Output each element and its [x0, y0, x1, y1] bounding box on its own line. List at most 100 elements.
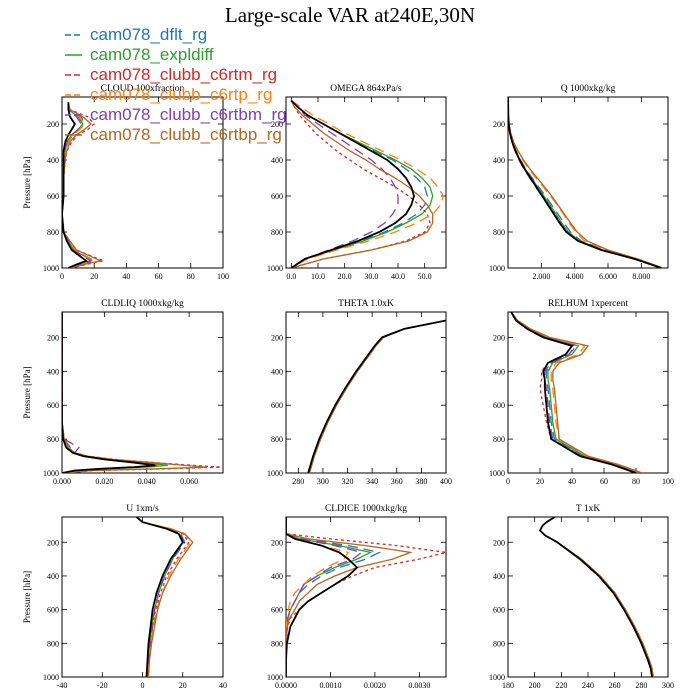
- y-tick-label: 1000: [489, 469, 505, 478]
- series-group: [286, 517, 446, 677]
- x-tick-label: 80: [632, 477, 640, 486]
- x-tick-label: 240: [582, 681, 594, 690]
- panel-title: THETA 1.0xK: [338, 299, 394, 309]
- x-tick-label: 0.0: [286, 272, 296, 281]
- control-line: [62, 312, 156, 473]
- x-tick-label: 100: [217, 272, 229, 281]
- y-axis-label: Pressure [hPa]: [22, 366, 32, 418]
- x-tick-label: 20: [536, 477, 544, 486]
- y-axis-label: Pressure [hPa]: [22, 156, 32, 208]
- series-line-4: [62, 102, 94, 268]
- x-tick-label: 0.0030: [408, 681, 430, 690]
- x-tick-label: 0.020: [95, 477, 113, 486]
- control-line: [290, 99, 415, 268]
- series-line-5: [62, 312, 160, 473]
- panel-5: THETA 1.0xK 200 400 600 800 1000 280 300 320 340 3…: [267, 299, 452, 486]
- plot-frame: [507, 96, 669, 269]
- y-tick-label: 600: [493, 401, 505, 410]
- y-axis-label: Pressure [hPa]: [22, 571, 32, 623]
- y-tick-label: 1000: [43, 673, 59, 682]
- x-tick-label: 0.0010: [319, 681, 341, 690]
- y-tick-label: 600: [47, 401, 59, 410]
- y-tick-label: 200: [271, 333, 283, 342]
- series-line-3: [539, 517, 654, 677]
- legend-item-6: cam078_clubb_c6rtbp_rg: [65, 125, 282, 144]
- plot-frame: [507, 516, 669, 678]
- y-tick-label: 1000: [267, 469, 283, 478]
- x-tick-label: 20.0: [338, 272, 352, 281]
- panel-3: Q 1000xkg/kg 200 400 600 800 1000 2.000 4.000 6.…: [489, 84, 669, 281]
- panel-title: CLDLIQ 1000xkg/kg: [101, 299, 184, 309]
- x-tick-label: 30.0: [364, 272, 378, 281]
- y-tick-label: 400: [47, 156, 59, 165]
- y-tick-label: 200: [271, 538, 283, 547]
- y-tick-label: 800: [271, 639, 283, 648]
- series-group: [538, 517, 654, 677]
- x-tick-label: 0: [506, 477, 510, 486]
- panel-title: CLDICE 1000xkg/kg: [325, 504, 407, 514]
- series-group: [510, 312, 643, 473]
- y-tick-label: 800: [271, 435, 283, 444]
- series-group: [135, 517, 194, 677]
- y-tick-label: 800: [47, 435, 59, 444]
- x-tick-label: 40.0: [391, 272, 405, 281]
- series-line-6: [62, 312, 207, 473]
- x-tick-label: 0.060: [180, 477, 198, 486]
- x-tick-label: 6.000: [599, 272, 617, 281]
- series-line-6: [510, 312, 643, 473]
- x-tick-label: 20: [179, 681, 187, 690]
- y-tick-label: 600: [271, 401, 283, 410]
- x-tick-label: 2.000: [532, 272, 550, 281]
- y-tick-label: 1000: [43, 264, 59, 273]
- series-group: [508, 97, 664, 268]
- y-tick-label: 400: [271, 156, 283, 165]
- x-tick-label: 300: [662, 681, 674, 690]
- plot-frame: [61, 311, 224, 474]
- panel-4: CLDLIQ 1000xkg/kg Pressure [hPa] 200 400 600…: [22, 299, 224, 486]
- control-line: [510, 312, 637, 473]
- x-tick-label: 20: [90, 272, 98, 281]
- panel-title: U 1xm/s: [126, 504, 159, 514]
- x-tick-label: 40: [219, 681, 227, 690]
- series-line-5: [290, 100, 399, 268]
- series-line-4: [62, 312, 160, 473]
- legend-item-5: cam078_clubb_c6rtbm_rg: [65, 105, 287, 124]
- panel-title: T 1xK: [576, 504, 601, 514]
- series-line-6: [539, 517, 654, 677]
- series-line-1: [539, 517, 654, 677]
- x-tick-label: 60: [600, 477, 608, 486]
- series-line-3: [136, 517, 190, 677]
- y-tick-label: 1000: [43, 469, 59, 478]
- panel-title: OMEGA 864xPa/s: [330, 84, 402, 94]
- y-tick-label: 1000: [489, 264, 505, 273]
- y-tick-label: 200: [493, 538, 505, 547]
- x-tick-label: 260: [609, 681, 621, 690]
- x-tick-label: 60: [155, 272, 163, 281]
- y-tick-label: 400: [493, 572, 505, 581]
- y-tick-label: 400: [493, 367, 505, 376]
- y-tick-label: 400: [271, 572, 283, 581]
- panel-title: Q 1000xkg/kg: [561, 84, 616, 94]
- x-tick-label: 40: [568, 477, 576, 486]
- legend-label: cam078_clubb_c6rtp_rg: [90, 85, 272, 104]
- y-tick-label: 800: [271, 228, 283, 237]
- x-tick-label: 0.040: [138, 477, 156, 486]
- y-tick-label: 200: [493, 333, 505, 342]
- y-tick-label: 400: [493, 156, 505, 165]
- plot-frame: [285, 516, 447, 678]
- x-tick-label: 180: [502, 681, 514, 690]
- y-tick-label: 1000: [267, 673, 283, 682]
- control-line: [62, 102, 89, 268]
- y-tick-label: 1000: [267, 264, 283, 273]
- y-tick-label: 200: [493, 120, 505, 129]
- control-line: [508, 97, 662, 268]
- y-tick-label: 200: [271, 120, 283, 129]
- x-tick-label: 360: [391, 477, 403, 486]
- legend-label: cam078_dflt_rg: [90, 25, 207, 44]
- control-line: [307, 319, 446, 473]
